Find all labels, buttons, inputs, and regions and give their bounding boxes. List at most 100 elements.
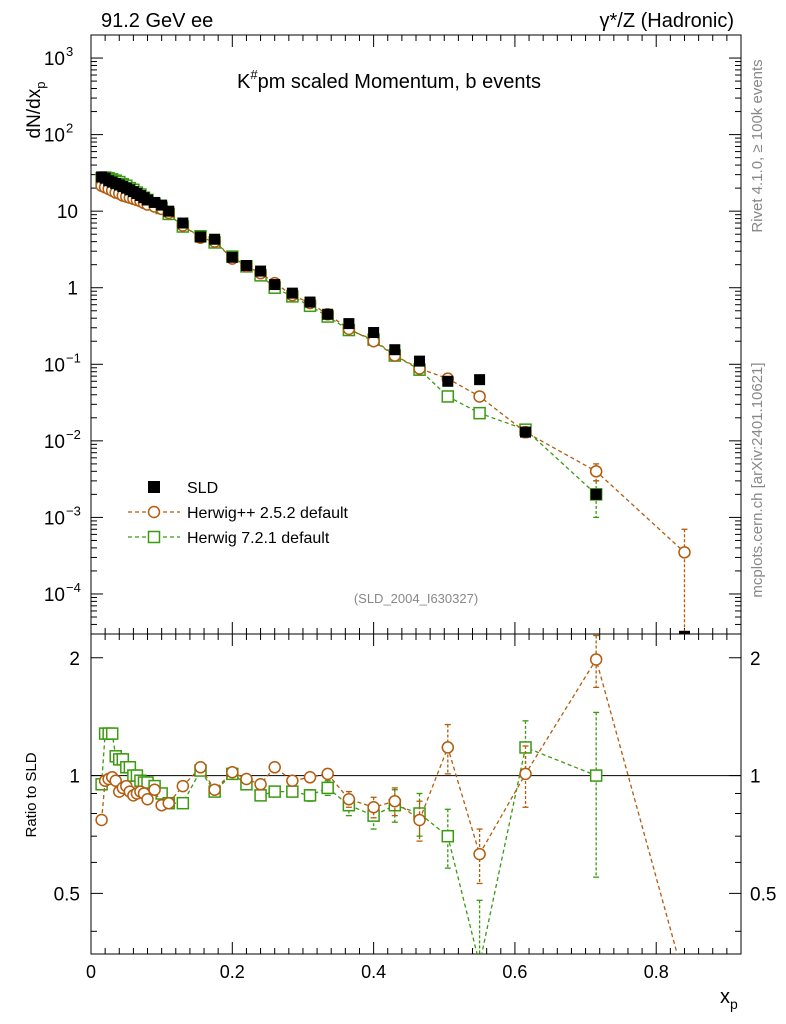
herwigpp-ratio-point <box>162 796 175 810</box>
ratio-tick-label: 0.5 <box>750 884 776 905</box>
herwig7-ratio-point <box>176 796 190 810</box>
mcplots-label: mcplots.cern.ch [arXiv:2401.10621] <box>749 362 766 597</box>
herwigpp-ratio-point <box>473 847 486 861</box>
legend-label: SLD <box>187 480 218 497</box>
sld-data-point <box>474 374 486 386</box>
plot-title: K#pm scaled Momentum, b events <box>237 67 541 93</box>
herwigpp-ratio-point <box>226 765 239 779</box>
sld-data-point <box>368 327 380 339</box>
herwigpp-ratio-point <box>208 783 221 796</box>
sld-data-point <box>389 344 401 356</box>
ratio-tick-label: 1 <box>750 767 761 788</box>
sld-data-point <box>343 318 355 330</box>
ratio-tick-label: 0.5 <box>54 884 80 905</box>
header-process: γ*/Z (Hadronic) <box>600 10 734 32</box>
herwig7-ratio-point <box>286 785 299 798</box>
herwigpp-ratio-point <box>95 813 108 827</box>
sld-data-point <box>255 265 267 277</box>
herwig7-ratio-point <box>254 789 267 802</box>
sld-data-point <box>209 233 221 245</box>
herwigpp-ratio-point <box>413 813 426 827</box>
sld-data-point <box>520 426 532 438</box>
y-tick-label: 10 <box>44 508 65 529</box>
data-series <box>95 171 691 970</box>
legend-marker-h7 <box>147 530 161 544</box>
herwigpp-ratio-point <box>519 767 532 781</box>
herwigpp-ratio-point <box>388 794 402 808</box>
x-tick-label: 0.4 <box>361 962 386 982</box>
ratio-tick-label: 1 <box>69 767 80 788</box>
sld-data-point <box>142 194 154 206</box>
sld-data-point <box>286 287 298 299</box>
herwigpp-ratio-point <box>367 800 380 814</box>
herwig7-ratio-line <box>100 732 597 954</box>
sld-data-point <box>414 355 426 367</box>
sld-data-point <box>304 296 316 308</box>
rivet-version-label: Rivet 4.1.0, ≥ 100k events <box>749 59 766 232</box>
herwig7-ratio-point <box>321 781 334 795</box>
x-tick-label: 0.2 <box>220 962 245 982</box>
herwigpp-ratio-point <box>268 761 281 774</box>
y-tick-exponent: 2 <box>66 121 73 136</box>
y-tick-label: 10 <box>44 49 65 70</box>
herwigpp-ratio-point <box>254 778 267 791</box>
herwigpp-point <box>589 465 603 478</box>
y-axis-label: dN/dxp <box>24 82 48 139</box>
herwigpp-point <box>473 390 486 403</box>
ratio-tick-label: 2 <box>750 649 761 670</box>
y-tick-label: 10 <box>44 355 65 376</box>
herwigpp-ratio-point <box>441 741 455 754</box>
herwigpp-point <box>678 546 691 559</box>
herwigpp-ratio-point <box>589 653 603 666</box>
sld-data-point <box>156 199 168 211</box>
herwig7-ratio-point <box>303 789 317 802</box>
ratio-y-axis-label: Ratio to SLD <box>23 752 40 837</box>
y-tick-exponent: −2 <box>66 427 81 442</box>
sld-data-point <box>678 630 690 634</box>
herwig7-ratio-point <box>441 829 455 843</box>
legend-label: Herwig++ 2.5.2 default <box>187 505 349 522</box>
herwig7-ratio-point <box>105 727 119 740</box>
analysis-id: (SLD_2004_I630327) <box>354 591 478 606</box>
sld-data-point <box>322 308 334 320</box>
sld-data-point <box>177 217 189 229</box>
herwigpp-ratio-point <box>194 761 207 774</box>
legend-marker-hpp <box>147 505 161 519</box>
herwigpp-ratio-point <box>240 772 253 786</box>
sld-data-point <box>269 279 281 291</box>
herwig7-ratio-point <box>589 769 603 782</box>
y-tick-label: 10 <box>44 432 65 453</box>
sld-data-point <box>195 231 207 243</box>
herwig7-point <box>441 390 455 403</box>
x-axis-label: xp <box>720 986 738 1012</box>
y-tick-exponent: 3 <box>66 44 73 59</box>
herwigpp-ratio-point <box>286 774 299 787</box>
y-tick-label: 10 <box>44 585 65 606</box>
herwigpp-ratio-line <box>100 657 678 954</box>
herwigpp-ratio-point <box>321 767 334 781</box>
herwigpp-ratio-point <box>141 792 154 806</box>
sld-data-point <box>163 205 175 217</box>
sld-data-point <box>442 375 454 387</box>
y-tick-exponent: −1 <box>66 350 81 365</box>
y-tick-label: 10 <box>44 126 65 147</box>
herwigpp-ratio-point <box>303 771 317 784</box>
x-tick-label: 0.6 <box>502 962 527 982</box>
herwigpp-ratio-point <box>176 779 190 793</box>
herwig7-ratio-point <box>474 959 485 970</box>
y-tick-exponent: −4 <box>66 580 81 595</box>
y-tick-exponent: −3 <box>66 503 81 518</box>
main-panel-series <box>95 171 691 634</box>
herwigpp-ratio-point <box>148 783 161 796</box>
y-tick-label: 10 <box>57 202 78 223</box>
sld-data-point <box>240 260 252 272</box>
legend-label: Herwig 7.2.1 default <box>187 530 330 547</box>
sld-data-point <box>149 196 161 208</box>
herwigpp-ratio-point <box>342 792 356 806</box>
herwig7-ratio-point <box>268 785 281 798</box>
ratio-tick-label: 2 <box>69 649 80 670</box>
herwig7-point <box>473 406 486 420</box>
legend-marker-sld <box>148 481 160 493</box>
x-tick-label: 0 <box>86 962 96 982</box>
